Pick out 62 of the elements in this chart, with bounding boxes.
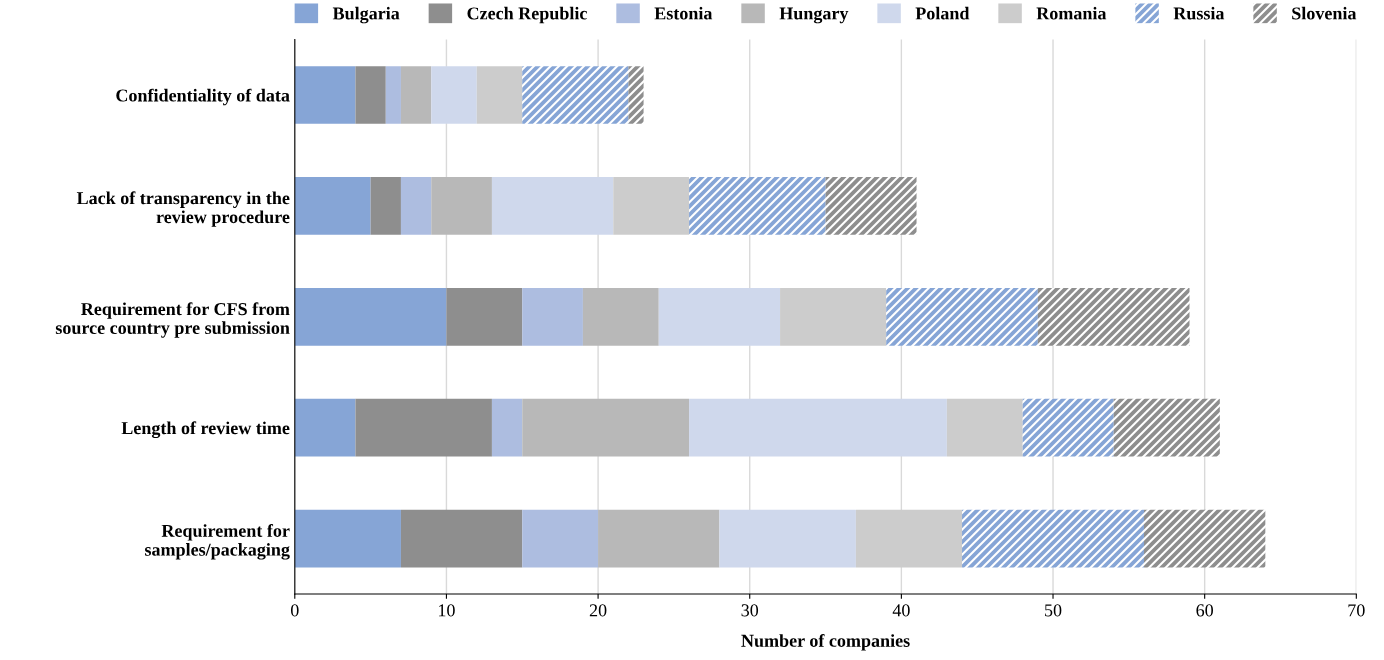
bar [522,398,690,457]
bar [1037,287,1190,346]
x-tick-label: 50 [1045,604,1062,617]
legend-label: Romania [1036,6,1107,20]
bar [400,177,432,235]
legend-label: Russia [1173,6,1225,20]
bar [385,66,401,124]
bar [370,177,401,235]
bar [598,509,720,568]
bar [294,287,447,346]
bar [1022,398,1114,457]
bar [855,509,963,568]
y-tick-label: Requirement for CFS from source country pre submission [55,302,290,338]
x-tick-label: 20 [589,604,607,617]
legend-label: Slovenia [1292,6,1357,20]
bar [825,177,917,235]
y-tick-label: Length of review time [121,421,290,439]
bar [628,66,644,124]
x-tick-label: 0 [290,604,299,617]
bar [431,66,477,124]
bar [946,398,1023,457]
legend-label: Hungary [779,7,849,24]
bar [780,287,887,346]
bar [431,177,492,235]
bar [886,287,1038,346]
bar [689,398,947,457]
y-tick-label: Confidentiality of data [116,88,290,106]
legend-label: Bulgaria [332,6,400,24]
bar [446,287,523,346]
x-tick-label: 10 [439,604,455,617]
bar [522,66,629,124]
y-tick-label: Requirement for samples/packaging [145,524,290,560]
bar [294,509,401,568]
bar [355,66,386,124]
x-tick-label: 70 [1348,604,1365,617]
bar [613,177,690,235]
bar [294,177,371,235]
x-tick-label: 40 [892,604,910,617]
bar [400,66,432,124]
legend-label: Poland [915,6,970,20]
bar [294,66,356,124]
bar [476,66,523,124]
bar [522,509,599,568]
bar [1113,398,1220,457]
bar [355,398,492,457]
x-axis-title: Number of companies [741,633,910,651]
bar [522,287,583,346]
legend-label: Estonia [654,6,713,20]
bar [689,177,826,235]
y-tick-label: Lack of transparency in the review procedure [76,191,290,227]
legend-label: Czech Republic [467,6,587,24]
bar [400,509,523,568]
x-tick-label: 30 [741,604,759,617]
bar [962,509,1145,568]
bar [294,398,356,457]
bar [582,287,659,346]
bar [658,287,781,346]
bar [1144,509,1266,568]
bar [491,177,614,235]
bar [491,398,523,457]
bar [719,509,856,568]
x-tick-label: 60 [1196,604,1214,617]
